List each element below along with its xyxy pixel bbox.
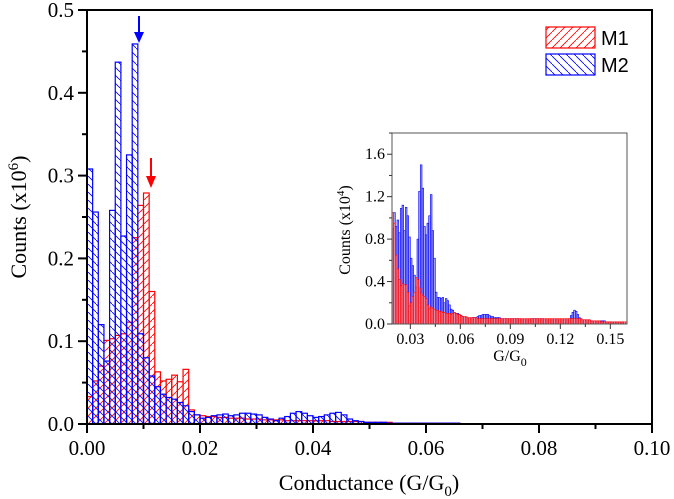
main-bar-m2 xyxy=(295,410,303,425)
main-bar-m2 xyxy=(323,414,331,425)
main-bar-m2 xyxy=(165,396,173,425)
main-bar-m2 xyxy=(131,43,139,425)
main-bar-m2 xyxy=(154,386,162,425)
inset-x-tick-label: 0.09 xyxy=(496,331,524,348)
main-bar-m2 xyxy=(210,415,218,425)
y-tick-label: 0.5 xyxy=(48,0,74,22)
legend: M1 M2 xyxy=(545,26,629,77)
main-bar-m2 xyxy=(238,412,246,425)
main-bar-m2 xyxy=(244,412,252,425)
main-bar-m2 xyxy=(176,401,184,425)
m2-peak-arrow xyxy=(134,16,144,43)
main-bar-m2 xyxy=(159,393,167,425)
main-bar-m2 xyxy=(250,413,258,425)
inset-chart: 0.03 0.06 0.09 0.12 0.15 0.0 0.4 0.8 1.2 1.6 G/G… xyxy=(335,132,628,369)
x-tick-label: 0.04 xyxy=(295,436,332,460)
legend-swatch-m1 xyxy=(545,26,596,49)
main-bar-m2 xyxy=(335,411,342,425)
x-tick-label: 0.08 xyxy=(521,436,558,460)
main-bar-m2 xyxy=(318,415,325,425)
inset-y-tick-label: 0.0 xyxy=(365,316,385,333)
main-bar-m2 xyxy=(97,324,105,425)
main-bar-m2 xyxy=(92,211,99,425)
main-bar-m2 xyxy=(227,415,235,425)
inset-x-axis: 0.03 0.06 0.09 0.12 0.15 xyxy=(396,324,624,348)
inset-y-tick-label: 1.2 xyxy=(365,189,385,206)
main-bar-m2 xyxy=(188,410,195,425)
main-bar-m2 xyxy=(216,414,224,425)
inset-x-tick-label: 0.15 xyxy=(596,331,624,348)
y-tick-label: 0.1 xyxy=(48,329,74,353)
main-bar-m2 xyxy=(125,154,133,425)
main-y-axis-title: Counts (x106) xyxy=(6,155,31,278)
inset-bar-m1 xyxy=(625,321,627,324)
inset-y-axis: 0.0 0.4 0.8 1.2 1.6 xyxy=(365,132,392,333)
inset-plot-frame xyxy=(391,132,628,325)
main-y-axis: 0.0 0.1 0.2 0.3 0.4 0.5 xyxy=(48,0,87,436)
main-bar-m2 xyxy=(182,405,190,425)
main-bar-m2 xyxy=(142,357,150,425)
main-bar-m2 xyxy=(193,414,201,425)
legend-label-m1: M1 xyxy=(601,28,629,50)
inset-y-axis-title: Counts (x104) xyxy=(335,185,354,275)
m1-peak-arrow xyxy=(146,158,156,188)
main-bar-m2 xyxy=(306,415,314,425)
x-tick-label: 0.02 xyxy=(182,436,219,460)
main-bar-m2 xyxy=(222,413,229,425)
main-x-axis-title: Conductance (G/G0) xyxy=(279,470,459,499)
main-bar-m2 xyxy=(329,412,337,425)
main-bar-m2 xyxy=(233,414,241,425)
x-tick-label: 0.10 xyxy=(634,436,671,460)
inset-y-tick-label: 0.4 xyxy=(365,274,385,291)
inset-x-axis-title: G/G0 xyxy=(493,348,527,369)
main-bar-m2 xyxy=(114,61,122,425)
main-bar-m2 xyxy=(255,414,263,425)
inset-y-tick-label: 1.6 xyxy=(365,146,385,163)
main-bar-m2 xyxy=(284,415,292,425)
y-tick-label: 0.3 xyxy=(48,164,74,188)
main-bar-m2 xyxy=(171,398,179,425)
main-bar-m2 xyxy=(301,412,308,425)
y-tick-label: 0.2 xyxy=(48,246,74,270)
main-bar-m2 xyxy=(108,209,116,425)
x-tick-label: 0.06 xyxy=(408,436,445,460)
main-x-axis: 0.00 0.02 0.04 0.06 0.08 0.10 xyxy=(69,424,671,460)
inset-y-tick-label: 0.8 xyxy=(365,231,385,248)
inset-series-m1 xyxy=(392,212,627,324)
inset-x-tick-label: 0.12 xyxy=(546,331,574,348)
main-bar-m2 xyxy=(120,235,128,425)
main-bar-m2 xyxy=(148,375,156,425)
main-bar-m2 xyxy=(137,333,145,425)
main-bar-m2 xyxy=(289,412,297,425)
main-bar-m2 xyxy=(103,360,111,425)
x-tick-label: 0.00 xyxy=(69,436,106,460)
legend-item-m1: M1 xyxy=(545,26,629,50)
inset-x-tick-label: 0.03 xyxy=(396,331,424,348)
y-tick-label: 0.0 xyxy=(48,412,74,436)
legend-item-m2: M2 xyxy=(545,53,629,77)
legend-label-m2: M2 xyxy=(601,55,629,77)
inset-x-tick-label: 0.06 xyxy=(446,331,474,348)
y-tick-label: 0.4 xyxy=(48,81,75,105)
legend-swatch-m2 xyxy=(545,53,596,76)
main-bar-m2 xyxy=(340,414,348,425)
